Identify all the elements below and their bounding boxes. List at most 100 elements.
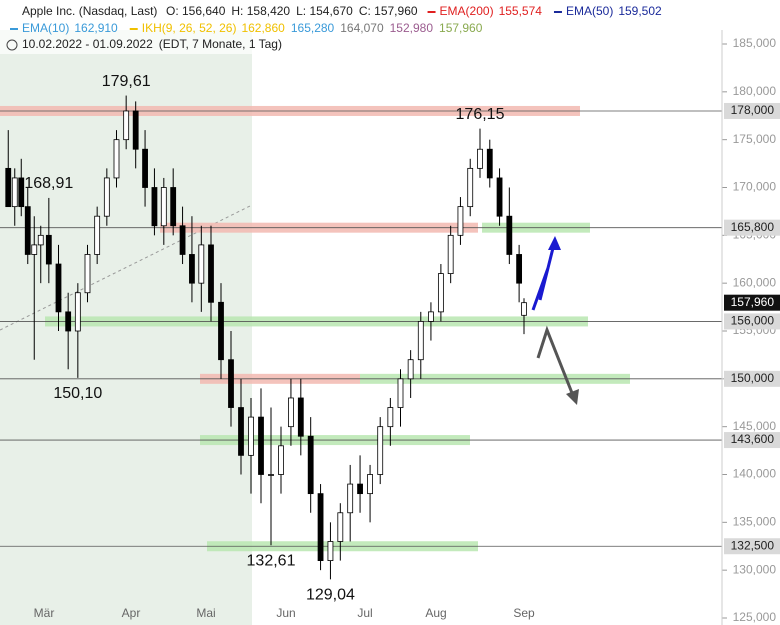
candle-body <box>521 302 527 316</box>
annotation: 176,15 <box>456 106 505 123</box>
candle-body <box>113 139 120 179</box>
ohlc-value: C: 157,960 <box>359 4 418 18</box>
y-tick-label: 135,000 <box>733 515 777 529</box>
level-label: 132,500 <box>731 538 775 552</box>
level-box <box>724 313 780 330</box>
candle-body <box>477 148 483 169</box>
x-tick-label: Aug <box>425 606 446 620</box>
candle-body <box>387 407 394 428</box>
candle-body <box>208 244 214 303</box>
level-label: 156,000 <box>731 314 775 328</box>
candle-body <box>486 148 493 179</box>
header-bg <box>0 0 780 54</box>
legend-name: EMA(200) <box>440 4 494 18</box>
candle-body <box>516 254 523 284</box>
candle-body <box>357 483 363 495</box>
ohlc-value: H: 158,420 <box>231 4 290 18</box>
candle-body <box>24 206 31 255</box>
candle-body <box>258 416 264 475</box>
level-label: 165,800 <box>731 220 775 234</box>
candle-body <box>297 397 304 437</box>
x-tick-label: Jun <box>276 606 295 620</box>
candle-body <box>457 206 464 236</box>
candle-body <box>288 397 294 428</box>
y-tick-label: 145,000 <box>733 419 777 433</box>
last-price-label: 157,960 <box>731 295 775 309</box>
candle-body <box>142 148 148 188</box>
last-price-box <box>724 294 780 311</box>
level-label: 150,000 <box>731 371 775 385</box>
candle-body <box>103 177 110 217</box>
candle-body <box>447 234 454 274</box>
annotation: 179,61 <box>102 73 151 90</box>
candle-body <box>268 474 274 476</box>
candle-body <box>31 244 38 255</box>
y-tick-label: 160,000 <box>733 275 777 289</box>
legend-value: 162,910 <box>74 21 118 35</box>
legend-name: EMA(50) <box>566 4 613 18</box>
candle-body <box>74 292 81 332</box>
x-tick-label: Mai <box>196 606 215 620</box>
candle-body <box>84 254 91 294</box>
arrow-head <box>548 236 561 250</box>
candle-body <box>307 435 314 495</box>
candle-body <box>327 541 334 562</box>
candle-body <box>317 493 324 561</box>
candle-body <box>151 187 158 227</box>
level-box <box>724 102 780 119</box>
legend-value: 164,070 <box>340 21 384 35</box>
candle-body <box>238 407 244 456</box>
candle-body <box>367 474 373 495</box>
candle-body <box>45 234 52 265</box>
legend-name: EMA(10) <box>22 21 69 35</box>
x-tick-label: Sep <box>513 606 535 620</box>
candle-body <box>467 167 474 208</box>
candle-body <box>160 187 167 227</box>
annotation: 132,61 <box>247 552 296 569</box>
legend-value: 152,980 <box>390 21 434 35</box>
candle-body <box>5 167 12 208</box>
candle-body <box>132 110 139 150</box>
candle-body <box>437 273 444 313</box>
candle-body <box>37 234 44 246</box>
candle-body <box>11 177 18 208</box>
candle-body <box>506 215 513 255</box>
candle-body <box>18 177 25 208</box>
candle-body <box>407 359 414 380</box>
annotation: 150,10 <box>53 385 102 402</box>
arrow-head <box>566 389 579 405</box>
legend-value: 162,860 <box>241 21 285 35</box>
candle-body <box>218 301 224 361</box>
candle-body <box>496 177 503 217</box>
y-tick-label: 175,000 <box>733 132 777 146</box>
legend-value: 165,280 <box>291 21 335 35</box>
candle-body <box>278 445 284 475</box>
y-tick-label: 125,000 <box>733 610 777 624</box>
y-tick-label: 170,000 <box>733 180 777 194</box>
clock-icon <box>6 39 18 51</box>
candle-body <box>347 483 354 514</box>
level-box <box>724 432 780 449</box>
candle-body <box>123 110 130 141</box>
x-tick-label: Jul <box>357 606 372 620</box>
level-label: 143,600 <box>731 432 775 446</box>
legend-name: IKH(9, 26, 52, 26) <box>142 21 237 35</box>
legend-value: 157,960 <box>439 21 483 35</box>
candle-body <box>189 254 195 284</box>
candle-body <box>198 244 205 284</box>
x-tick-label: Apr <box>122 606 141 620</box>
candle-body <box>170 187 177 227</box>
legend-value: 155,574 <box>499 4 543 18</box>
annotation: 129,04 <box>306 587 355 604</box>
candle-body <box>337 512 344 542</box>
level-box <box>724 538 780 555</box>
annotation: 168,91 <box>24 175 73 192</box>
candle-body <box>55 263 62 313</box>
ohlc-value: L: 154,670 <box>296 4 353 18</box>
candle-body <box>417 321 424 361</box>
level-box <box>724 370 780 387</box>
candle-body <box>248 416 254 456</box>
x-tick-label: Mär <box>34 606 55 620</box>
